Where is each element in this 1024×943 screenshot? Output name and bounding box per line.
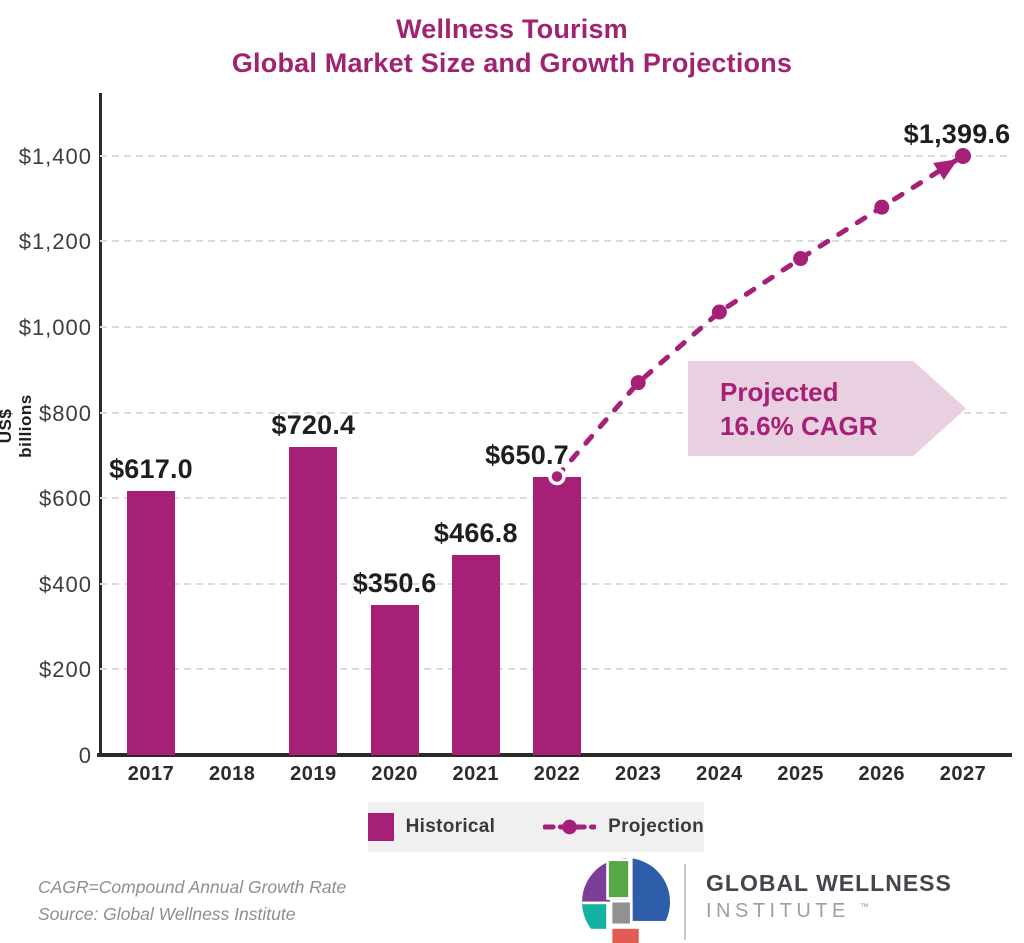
logo-divider — [684, 864, 686, 940]
grid-line — [100, 411, 1012, 414]
projection-point — [874, 199, 890, 215]
y-tick-label: $600 — [39, 486, 92, 512]
x-tick-label: 2018 — [208, 763, 256, 785]
projection-point — [711, 304, 727, 320]
logo-name: GLOBAL WELLNESS — [706, 870, 952, 896]
bar — [451, 555, 500, 755]
projection-point — [793, 251, 809, 267]
logo-text: GLOBAL WELLNESS INSTITUTE ™ — [706, 870, 952, 923]
x-tick-label: 2020 — [371, 763, 418, 785]
grid-line — [100, 326, 1012, 328]
y-tick-label: $800 — [39, 400, 92, 426]
chart-title-line1: Wellness Tourism — [396, 14, 628, 44]
x-tick-label: 2019 — [290, 763, 337, 785]
banner-line1: Projected — [720, 376, 839, 407]
gwi-logo-mark-icon — [582, 858, 670, 943]
x-tick-label: 2024 — [696, 763, 743, 785]
y-tick-label: $1,400 — [18, 143, 92, 169]
y-tick-label: $1,200 — [18, 229, 92, 255]
chart-title: Wellness Tourism Global Market Size and … — [0, 12, 1024, 80]
bar — [370, 604, 419, 755]
x-axis-line — [97, 753, 1012, 757]
x-tick-label: 2017 — [127, 763, 175, 785]
projection-dashed-line — [554, 153, 966, 480]
x-tick-label: 2025 — [777, 763, 824, 785]
projection-arrowhead-icon — [933, 159, 958, 180]
x-tick-label: 2022 — [533, 763, 581, 785]
bar-value-label: $720.4 — [271, 409, 356, 440]
y-axis-line — [99, 93, 102, 757]
bar — [533, 476, 581, 755]
grid-line — [100, 154, 1012, 157]
y-tick-label: 0 — [78, 743, 92, 768]
bar-value-label: $466.8 — [433, 518, 518, 549]
legend-historical-label: Historical — [405, 816, 496, 837]
x-tick-label: 2027 — [939, 763, 987, 785]
legend-projection-glyph — [543, 819, 597, 835]
bar-value-label: $350.6 — [352, 567, 437, 598]
bar-value-label: $617.0 — [109, 453, 193, 484]
legend-historical-swatch — [368, 813, 394, 841]
projection-end-value-label: $1,399.6 — [903, 118, 1011, 149]
projection-point — [630, 375, 646, 391]
bar — [127, 490, 175, 755]
y-tick-label: $400 — [39, 571, 92, 597]
source-note: Source: Global Wellness Institute — [38, 904, 296, 924]
bar — [289, 446, 338, 755]
projection-start-point — [548, 467, 566, 486]
legend: Historical Projection — [368, 802, 704, 852]
banner-line2: 16.6% CAGR — [720, 410, 878, 441]
y-tick-label: $1,000 — [18, 315, 92, 340]
x-tick-label: 2021 — [452, 763, 500, 785]
chart-title-line2: Global Market Size and Growth Projection… — [231, 48, 793, 78]
legend-projection-label: Projection — [608, 816, 704, 837]
logo-subname: INSTITUTE ™ — [706, 900, 869, 922]
projection-point — [955, 147, 971, 164]
y-tick-label: $200 — [39, 657, 92, 683]
footnote: CAGR=Compound Annual Growth Rate Source:… — [38, 874, 346, 928]
cagr-definition: CAGR=Compound Annual Growth Rate — [38, 877, 347, 897]
projected-cagr-banner: Projected 16.6% CAGR — [688, 361, 966, 456]
grid-line — [100, 240, 1012, 243]
x-tick-label: 2026 — [858, 763, 906, 785]
x-tick-label: 2023 — [614, 763, 662, 785]
logo-trademark: ™ — [859, 901, 869, 912]
bar-value-label: $650.7 — [485, 439, 569, 470]
gwi-logo: GLOBAL WELLNESS INSTITUTE ™ — [582, 858, 1002, 943]
